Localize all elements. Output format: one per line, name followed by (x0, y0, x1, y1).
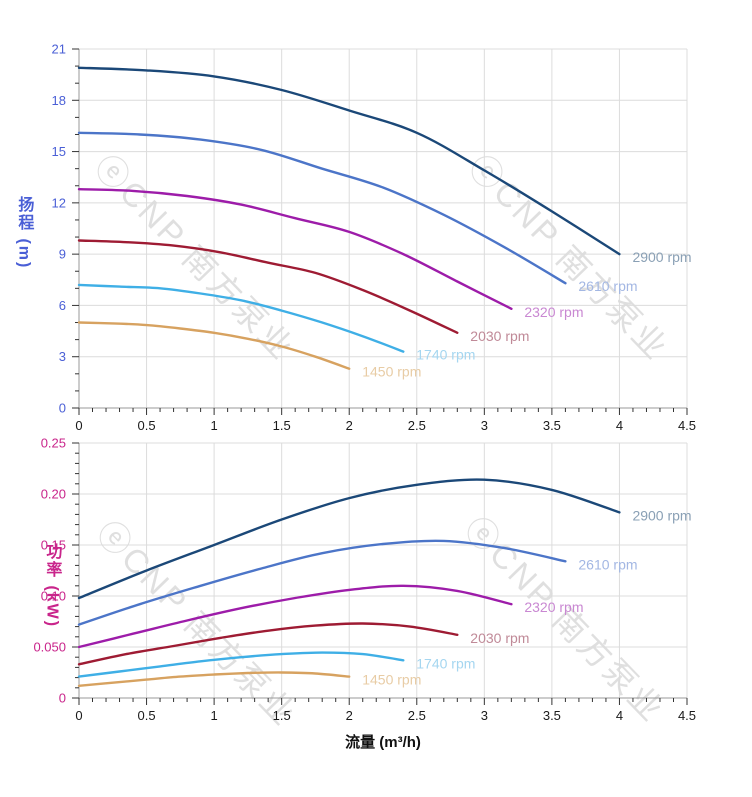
y-tick-labels: 0 3 6 9 12 15 18 21 (52, 42, 66, 416)
x-tick-label: 2.5 (408, 418, 426, 433)
y-tick-label: 0.10 (41, 589, 66, 604)
y-tick-label: 3 (59, 349, 66, 364)
x-tick-label: 3.5 (543, 418, 561, 433)
curve-1450-rpm (77, 671, 351, 687)
x-tick-label: 4 (616, 418, 623, 433)
y-tick-label: 0 (59, 401, 66, 416)
x-tick-label: 4.5 (678, 418, 696, 433)
x-tick-labels: 0 0.5 1 1.5 2 2.5 3 3.5 4 4.5 (75, 708, 696, 723)
y-tick-label: 0 (59, 691, 66, 706)
y-tick-label: 15 (52, 144, 66, 159)
tick-marks (72, 48, 688, 415)
flow-axis-title: 流量 (m³/h) (345, 734, 421, 751)
x-tick-label: 0.5 (138, 708, 156, 723)
curve-label-2030-rpm: 2030 rpm (470, 630, 529, 646)
x-tick-label: 2 (346, 708, 353, 723)
curve-label-1740-rpm: 1740 rpm (416, 347, 475, 363)
power-axis-title: 功率 (kW) (43, 543, 61, 629)
y-tick-label: 12 (52, 195, 66, 210)
curve-label-1740-rpm: 1740 rpm (416, 655, 475, 671)
curve-label-2610-rpm: 2610 rpm (578, 556, 637, 572)
gridlines (79, 48, 688, 408)
curve-label-2610-rpm: 2610 rpm (578, 278, 637, 294)
curve-2900-rpm (77, 478, 621, 600)
curve-1450-rpm (77, 321, 351, 370)
x-tick-label: 1 (210, 708, 217, 723)
x-tick-label: 1.5 (273, 708, 291, 723)
curve-label-1450-rpm: 1450 rpm (362, 364, 421, 380)
curve-2900-rpm (77, 66, 621, 256)
y-tick-label: 9 (59, 247, 66, 262)
y-tick-label: 0.050 (33, 640, 66, 655)
x-tick-label: 2.5 (408, 708, 426, 723)
x-tick-label: 1 (210, 418, 217, 433)
x-tick-label: 2 (346, 418, 353, 433)
curve-2320-rpm (77, 188, 513, 310)
chart-power-vs-flow: 0 0.5 1 1.5 2 2.5 3 3.5 4 4.5 0 0.050 0.10 0.15 0.20 0.… (33, 436, 696, 724)
x-tick-label: 0 (75, 708, 82, 723)
x-tick-label: 1.5 (273, 418, 291, 433)
x-tick-label: 0.5 (138, 418, 156, 433)
curve-2610-rpm (77, 539, 567, 626)
curve-label-2030-rpm: 2030 rpm (470, 328, 529, 344)
y-tick-label: 0.15 (41, 538, 66, 553)
y-tick-label: 6 (59, 298, 66, 313)
x-tick-label: 4 (616, 708, 623, 723)
curve-2030-rpm (77, 239, 459, 334)
y-tick-labels: 0 0.050 0.10 0.15 0.20 0.25 (33, 436, 66, 706)
x-tick-label: 0 (75, 418, 82, 433)
x-tick-labels: 0 0.5 1 1.5 2 2.5 3 3.5 4 4.5 (75, 418, 696, 433)
y-tick-label: 21 (52, 42, 66, 57)
curve-1740-rpm (77, 283, 405, 353)
x-tick-label: 3.5 (543, 708, 561, 723)
head-axis-title: 扬程 (m) (15, 196, 33, 270)
tick-marks (72, 442, 688, 705)
y-tick-label: 0.25 (41, 436, 66, 451)
x-tick-label: 3 (481, 418, 488, 433)
curve-2610-rpm (77, 131, 567, 285)
x-tick-label: 3 (481, 708, 488, 723)
chart-head-vs-flow: 0 0.5 1 1.5 2 2.5 3 3.5 4 4.5 0 3 6 9 12 15 18 21 2900 rpm… (52, 42, 697, 434)
x-tick-label: 4.5 (678, 708, 696, 723)
curve-label-2900-rpm: 2900 rpm (632, 507, 691, 523)
curve-label-2320-rpm: 2320 rpm (524, 304, 583, 320)
curve-label-1450-rpm: 1450 rpm (362, 672, 421, 688)
curve-2320-rpm (77, 584, 513, 649)
curve-label-2320-rpm: 2320 rpm (524, 599, 583, 615)
curve-1740-rpm (77, 651, 405, 678)
curve-label-2900-rpm: 2900 rpm (632, 249, 691, 265)
y-tick-label: 0.20 (41, 487, 66, 502)
curve-2030-rpm (77, 622, 459, 666)
y-tick-label: 18 (52, 93, 66, 108)
